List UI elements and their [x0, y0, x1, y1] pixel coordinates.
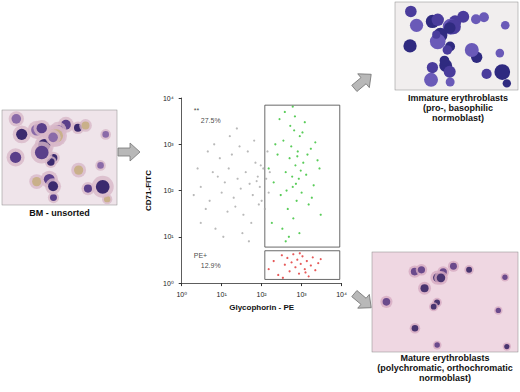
svg-text:12.9%: 12.9% — [201, 262, 221, 269]
svg-text:10⁰: 10⁰ — [176, 291, 187, 298]
svg-text:PE+: PE+ — [194, 252, 207, 259]
svg-text:10¹: 10¹ — [217, 291, 228, 298]
svg-text:10³: 10³ — [297, 291, 308, 298]
svg-text:10²: 10² — [164, 187, 175, 194]
svg-text:**: ** — [194, 107, 200, 114]
html-text:(polychromatic, orthochromatic: (polychromatic, orthochromatic normoblas… — [377, 363, 513, 383]
html-text:(pro-, basophilic normoblast): (pro-, basophilic normoblast) — [423, 103, 493, 123]
svg-text:10¹: 10¹ — [164, 233, 175, 240]
html-text:BM - unsorted: BM - unsorted — [29, 208, 90, 218]
svg-text:10²: 10² — [257, 291, 268, 298]
svg-text:10³: 10³ — [164, 141, 175, 148]
svg-text:CD71-FITC: CD71-FITC — [144, 170, 153, 211]
svg-text:10⁴: 10⁴ — [336, 291, 347, 298]
svg-text:10⁴: 10⁴ — [163, 95, 174, 102]
svg-text:Glycophorin - PE: Glycophorin - PE — [229, 303, 295, 312]
svg-text:27.5%: 27.5% — [201, 117, 221, 124]
html-text:Mature erythroblasts: Mature erythroblasts — [400, 353, 490, 363]
svg-text:10⁰: 10⁰ — [163, 280, 174, 287]
html-text:Immature erythroblasts: Immature erythroblasts — [408, 93, 508, 103]
